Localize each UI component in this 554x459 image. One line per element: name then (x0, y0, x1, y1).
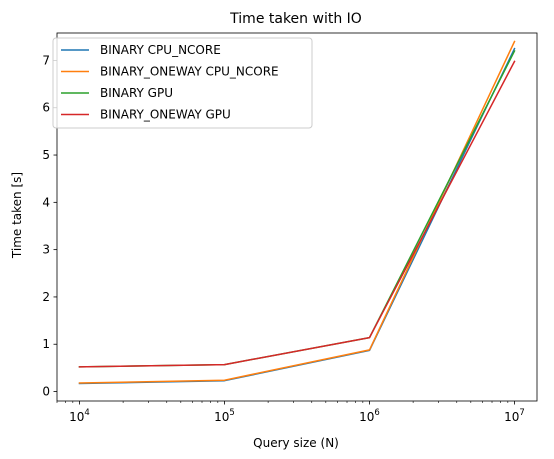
y-tick-label: 7 (42, 53, 50, 67)
legend-label-1: BINARY CPU_NCORE (100, 43, 221, 57)
legend: BINARY CPU_NCORE BINARY_ONEWAY CPU_NCORE B… (52, 37, 313, 129)
legend-label-2: BINARY_ONEWAY CPU_NCORE (100, 65, 279, 79)
plot-area (56, 32, 538, 402)
y-tick-label: 6 (42, 101, 50, 115)
x-tick-label: 104 (69, 408, 90, 424)
legend-box (52, 37, 313, 129)
y-tick-label: 4 (42, 195, 50, 209)
x-axis-label: Query size (N) (253, 436, 339, 450)
axis-ticks: 0 1 2 3 4 5 6 7 104 105 106 107 (42, 53, 524, 424)
y-tick-label: 2 (42, 290, 50, 304)
x-tick-label: 105 (214, 408, 235, 424)
y-tick-label: 5 (42, 148, 50, 162)
legend-label-3: BINARY GPU (100, 86, 173, 100)
y-axis-label: Time taken [s] (10, 172, 24, 259)
series-line-4 (78, 60, 516, 368)
y-tick-label: 1 (42, 337, 50, 351)
axes-frame (56, 32, 538, 402)
y-tick-label: 0 (42, 385, 50, 399)
x-tick-label: 106 (359, 408, 380, 424)
chart-title: Time taken with IO (229, 11, 362, 27)
y-tick-label: 3 (42, 243, 50, 257)
x-tick-label: 107 (504, 408, 525, 424)
legend-label-4: BINARY_ONEWAY GPU (100, 108, 231, 122)
